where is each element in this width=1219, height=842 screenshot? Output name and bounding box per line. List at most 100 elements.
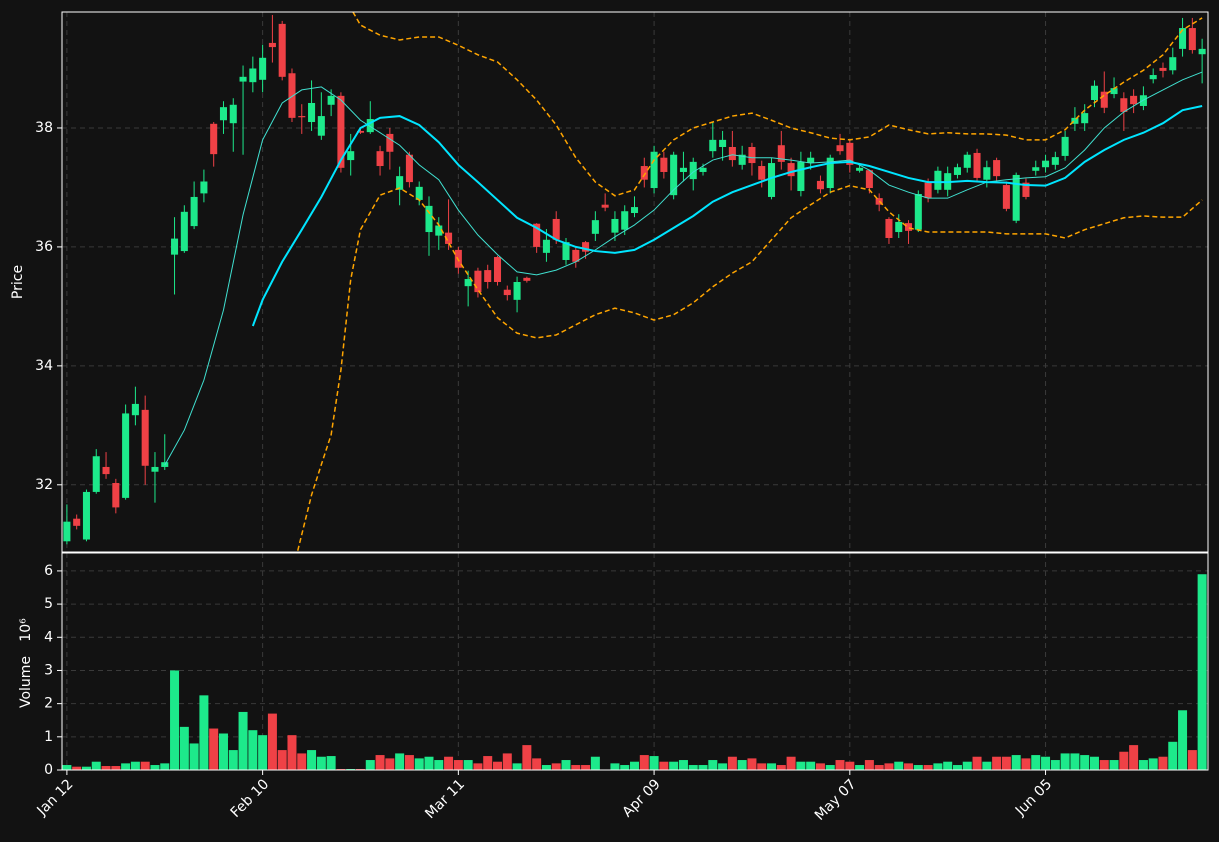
candle-body — [650, 151, 658, 189]
candle-body — [1012, 174, 1020, 221]
candle-body — [1022, 182, 1030, 197]
volume-bar — [209, 728, 219, 770]
volume-bar — [1011, 755, 1021, 770]
candle-body — [298, 116, 306, 118]
volume-bar — [933, 763, 943, 770]
volume-bar — [522, 745, 532, 770]
volume-bar — [248, 730, 258, 770]
volume-bar — [1158, 756, 1168, 770]
volume-bar — [1070, 753, 1080, 770]
candle-body — [1090, 85, 1098, 101]
volume-bar — [1109, 760, 1119, 770]
candle-body — [1061, 136, 1069, 156]
volume-bar — [307, 750, 317, 770]
y-tick-label: 36 — [35, 239, 53, 255]
volume-bar — [473, 763, 483, 770]
volume-bar — [434, 760, 444, 770]
volume-bar — [1138, 760, 1148, 770]
candle-body — [1100, 91, 1108, 108]
candle-body — [934, 170, 942, 190]
candle-body — [797, 161, 805, 192]
volume-bar — [678, 760, 688, 770]
candle-body — [82, 491, 90, 540]
candle-body — [601, 204, 609, 208]
volume-bar — [1187, 750, 1197, 770]
candle-body — [180, 211, 188, 252]
volume-bar — [91, 761, 101, 770]
candle-body — [317, 116, 325, 136]
volume-bar — [786, 756, 796, 770]
volume-bar — [982, 761, 992, 770]
candle-body — [151, 466, 159, 472]
candle-body — [513, 282, 521, 300]
volume-bar — [747, 758, 757, 770]
volume-bar — [952, 765, 962, 770]
candle-body — [1002, 185, 1010, 209]
volume-bar — [659, 761, 669, 770]
volume-bar — [179, 726, 189, 770]
volume-bar — [610, 763, 620, 770]
volume-bar — [297, 753, 307, 770]
volume-bar — [130, 761, 140, 770]
candle-body — [846, 142, 854, 165]
candle-body — [131, 403, 139, 416]
candle-body — [699, 167, 707, 172]
volume-bar — [170, 670, 180, 770]
candle-body — [807, 157, 815, 164]
volume-bar — [541, 765, 551, 770]
candle-body — [386, 133, 394, 152]
candle-body — [660, 157, 668, 172]
volume-bar — [776, 765, 786, 770]
candle-body — [640, 166, 648, 180]
candle-body — [709, 139, 717, 152]
candle-body — [239, 76, 247, 82]
volume-bar — [845, 761, 855, 770]
candle-body — [1179, 28, 1187, 49]
candle-body — [415, 186, 423, 200]
volume-bar — [365, 760, 375, 770]
candle-body — [464, 279, 472, 287]
candle-body — [865, 170, 873, 189]
y-tick-label: 38 — [35, 120, 53, 136]
y-tick-label: 2 — [44, 696, 53, 712]
volume-bar — [1129, 745, 1139, 770]
candle-body — [474, 270, 482, 293]
candle-body — [219, 107, 228, 121]
candle-body — [523, 277, 531, 281]
moving-average — [251, 104, 1203, 327]
candle-body — [679, 167, 687, 172]
candle-body — [308, 102, 316, 123]
volume-bar — [796, 761, 806, 770]
candle-body — [777, 145, 785, 162]
candle-body — [445, 232, 453, 244]
candle-body — [356, 130, 365, 133]
volume-bar — [512, 763, 522, 770]
candle-body — [366, 119, 374, 133]
volume-scale-label: 10⁶ — [18, 618, 34, 642]
volume-bar — [767, 763, 777, 770]
volume-bar — [267, 713, 277, 770]
price-frame — [61, 11, 1209, 553]
band-line — [352, 12, 1203, 197]
volume-bar — [718, 763, 728, 770]
volume-bar — [864, 760, 874, 770]
volume-bar — [101, 766, 111, 770]
price-plot — [63, 12, 1206, 552]
volume-bar — [943, 761, 953, 770]
candle-body — [259, 57, 267, 80]
candle-body — [278, 23, 286, 77]
volume-bar — [532, 758, 542, 770]
price-axis-label: Price — [10, 265, 26, 299]
candle-body — [405, 154, 413, 183]
candle-body — [229, 104, 237, 124]
volume-bar — [884, 763, 894, 770]
candle-body — [816, 180, 824, 190]
candle-body — [973, 152, 981, 178]
volume-bar — [972, 756, 982, 770]
volume-frame — [61, 552, 1209, 771]
volume-bar — [258, 735, 268, 770]
volume-bar — [874, 765, 884, 770]
volume-bar — [639, 755, 649, 770]
volume-bar — [649, 756, 659, 770]
volume-bar — [962, 761, 972, 770]
